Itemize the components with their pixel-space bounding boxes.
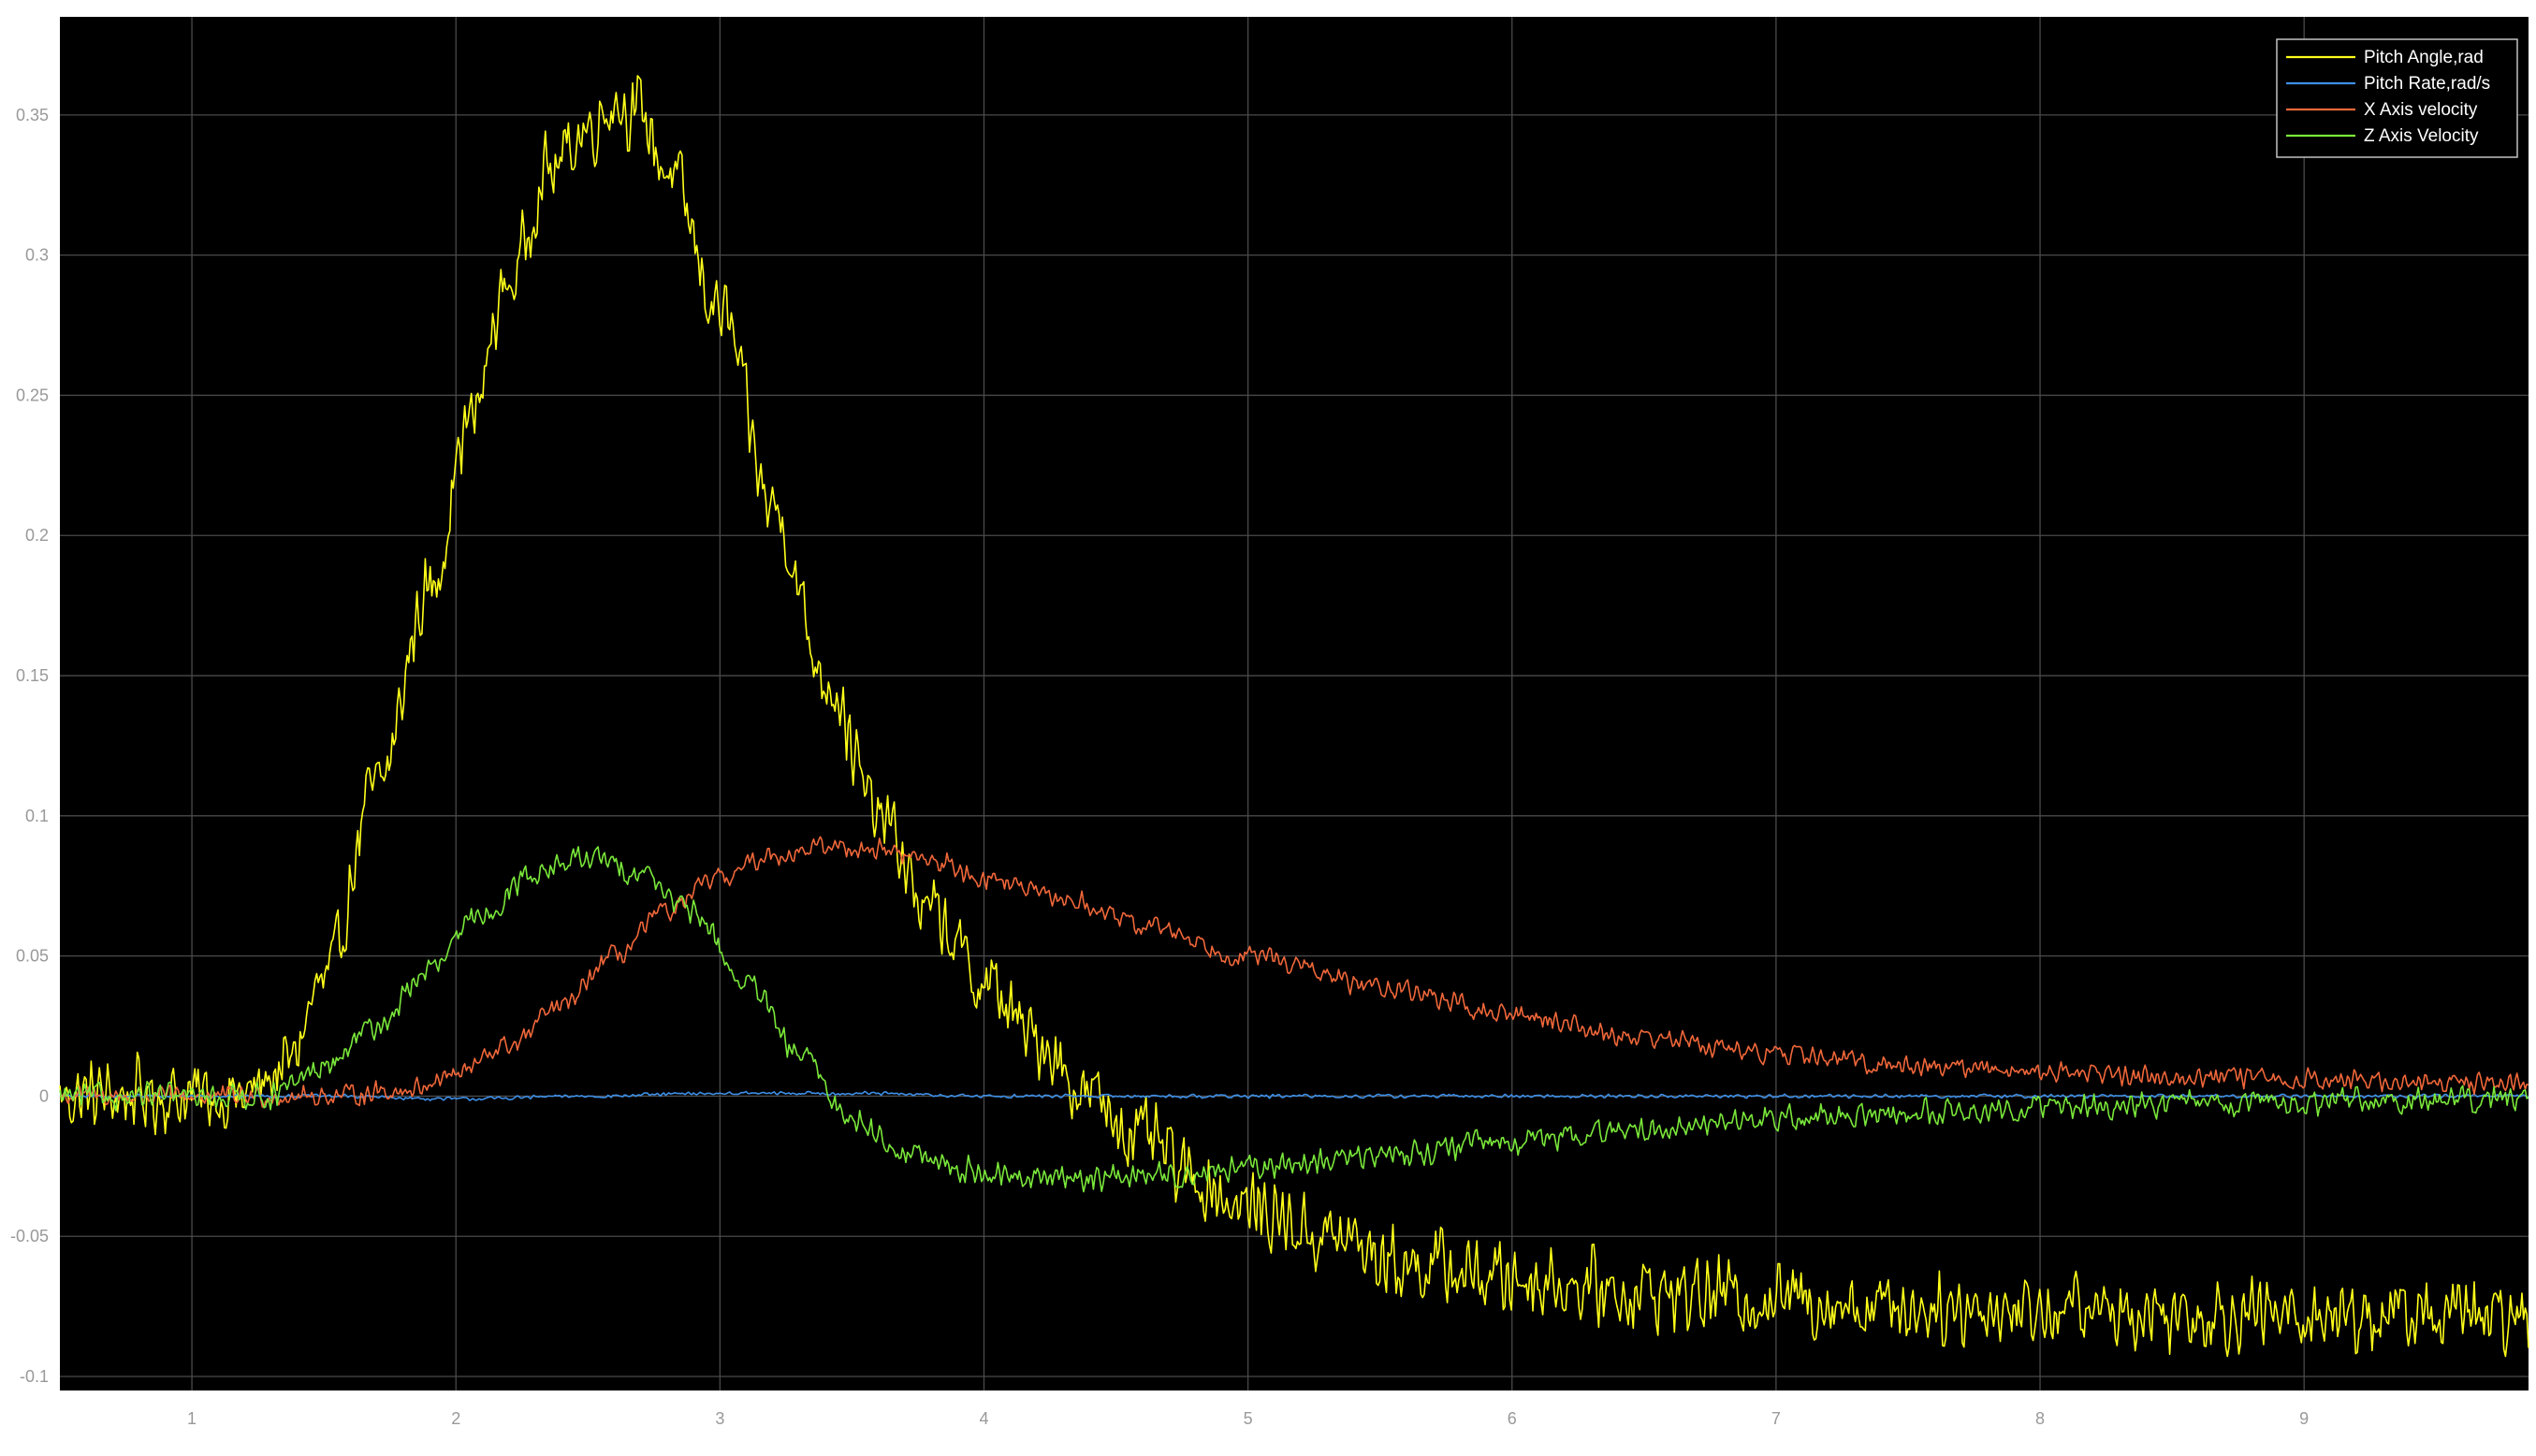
legend-entry-label: Z Axis Velocity [2364, 126, 2479, 146]
grid-layer [60, 17, 2529, 1390]
legend-entry-label: Pitch Angle,rad [2364, 48, 2484, 67]
legend-entry-label: Pitch Rate,rad/s [2364, 74, 2490, 94]
y-tick-label: 0.3 [25, 246, 49, 265]
series-line-3 [59, 846, 2529, 1193]
legend[interactable]: Pitch Angle,rad Pitch Rate,rad/s X Axis ve… [2276, 38, 2518, 158]
y-tick-label: 0.05 [16, 947, 49, 966]
x-tick-label: 6 [1508, 1409, 1517, 1428]
y-tick-label: 0.1 [25, 807, 49, 825]
plot-area [60, 17, 2529, 1390]
x-tick-label: 9 [2299, 1409, 2309, 1428]
y-tick-label: 0 [39, 1086, 49, 1105]
series-layer [59, 75, 2529, 1358]
y-tick-label: 0.35 [16, 106, 49, 124]
y-tick-label: 0.2 [25, 526, 49, 545]
y-tick-label: 0.25 [16, 386, 49, 404]
x-tick-label: 4 [979, 1409, 988, 1428]
x-tick-label: 3 [715, 1409, 724, 1428]
x-tick-label: 2 [451, 1409, 460, 1428]
y-tick-label: -0.05 [10, 1227, 49, 1245]
legend-entry-label: X Axis velocity [2364, 100, 2478, 120]
series-line-1 [59, 1090, 2529, 1101]
x-tick-label: 8 [2035, 1409, 2045, 1428]
legend-box [2276, 38, 2518, 158]
y-tick-label: -0.1 [20, 1367, 49, 1386]
tick-layer: 1 2 3 4 5 6 7 8 9 -0.1 -0.05 0 0.05 0.1 0.15 0.2 0.25 0.3… [10, 106, 2309, 1428]
x-tick-label: 1 [187, 1409, 197, 1428]
y-tick-label: 0.15 [16, 666, 49, 685]
x-tick-label: 7 [1771, 1409, 1781, 1428]
x-tick-label: 5 [1244, 1409, 1253, 1428]
series-line-2 [59, 836, 2529, 1108]
series-line-0 [59, 75, 2529, 1358]
